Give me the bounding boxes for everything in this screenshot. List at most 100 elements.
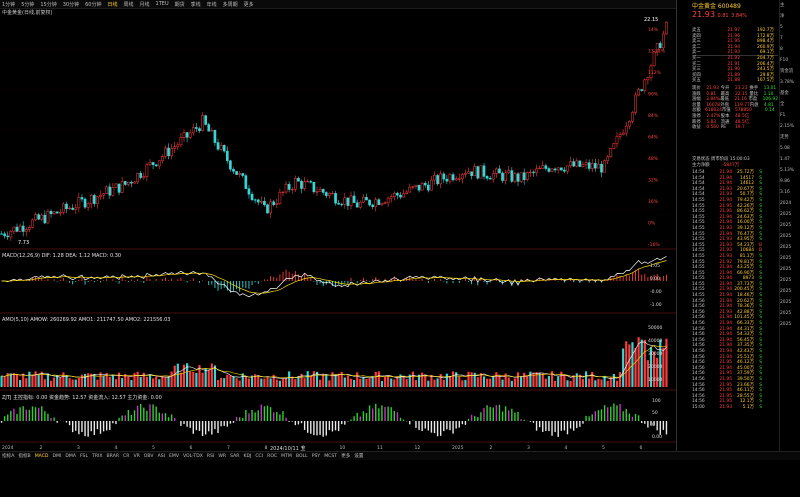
tick-volume: 10684	[740, 248, 754, 254]
candle	[139, 172, 143, 178]
indicator-tab[interactable]: CR	[123, 453, 130, 459]
side-shortcut[interactable]: 5.08	[780, 146, 790, 151]
chart-area[interactable]: 14% 13.21% 112% 90% 84% 64% 48% 32% 16% 0% -16% 1.0…	[0, 9, 676, 452]
amo-bar	[588, 378, 591, 387]
timeframe-tab[interactable]: 期货	[174, 1, 185, 8]
indicator-tab[interactable]: OBV	[143, 453, 154, 459]
side-shortcuts[interactable]: 主净 5 7 8 F10 资金流 3.78% 基金全 F1 2.15% 走势 5.08 1.47 5.13…	[779, 0, 800, 451]
indicator-tab[interactable]: 设置	[354, 454, 364, 459]
side-shortcut[interactable]: 1.47	[780, 157, 790, 162]
timeframe-tab[interactable]: 更多	[243, 1, 254, 8]
indicator-tab[interactable]: MACD	[34, 453, 49, 459]
indicator-tab[interactable]: EMV	[168, 453, 179, 459]
amo-bar	[328, 380, 331, 387]
timeframe-tab[interactable]: 年线	[206, 1, 217, 8]
indicator-tab[interactable]: RSI	[206, 453, 215, 459]
timeframe-tab[interactable]: 季线	[190, 1, 201, 8]
timeframe-tab[interactable]: 1TEU	[155, 1, 169, 7]
indicator-tab[interactable]: TRIX	[92, 453, 103, 459]
indicator-tab[interactable]: 指标B	[18, 454, 31, 459]
timeframe-tab[interactable]: 1分钟	[2, 1, 16, 8]
side-shortcut[interactable]: 8	[780, 47, 783, 52]
indicator-tab[interactable]: ASI	[157, 453, 165, 459]
indicator-tab[interactable]: CCI	[255, 453, 264, 459]
candle	[18, 225, 22, 232]
side-shortcut[interactable]: 7	[780, 36, 783, 41]
order-volume: 192.7万	[757, 28, 774, 33]
side-shortcut[interactable]: 2025	[780, 300, 792, 305]
indicator-tab[interactable]: BRAR	[106, 453, 120, 459]
indicator-tab[interactable]: PSY	[311, 453, 321, 459]
side-shortcut[interactable]: 走势	[780, 135, 789, 140]
indicator-tab[interactable]: 指标A	[2, 454, 15, 459]
side-shortcut[interactable]: 2025	[780, 234, 792, 239]
indicator-tab[interactable]: MCST	[324, 453, 338, 459]
amo-bar	[102, 375, 105, 387]
side-shortcut[interactable]: 2.15%	[780, 124, 794, 129]
candle	[451, 174, 455, 181]
timeframe-tab[interactable]: 周线	[123, 1, 134, 8]
side-shortcut[interactable]: 2025	[780, 267, 792, 272]
side-shortcut[interactable]: F10	[780, 58, 789, 63]
side-shortcut[interactable]: 2025	[780, 289, 792, 294]
timeframe-tab[interactable]: 5分钟	[21, 1, 35, 8]
indicator-tab[interactable]: 更多	[341, 454, 351, 459]
candle	[405, 191, 409, 194]
side-shortcut[interactable]: 2025	[780, 311, 792, 316]
side-shortcut[interactable]: 2025	[780, 245, 792, 250]
indicator-tab[interactable]: VOL-TDX	[183, 453, 203, 459]
indicator-tab[interactable]: ROC	[267, 453, 278, 459]
indicator-tab[interactable]: BOLL	[295, 453, 308, 459]
timeframe-tab[interactable]: 日线	[107, 1, 118, 8]
amo-bar	[331, 372, 334, 387]
indicator-tab[interactable]: DMI	[52, 453, 62, 459]
stat-cell: 21.16	[734, 97, 747, 103]
side-shortcut[interactable]: 5.13%	[780, 168, 794, 173]
kline-chart[interactable]: 14% 13.21% 112% 90% 84% 64% 48% 32% 16% 0% -16% 1.0…	[0, 9, 676, 451]
amo-bar	[312, 371, 315, 387]
indicator-tab[interactable]: WR	[218, 453, 227, 459]
indicator-tab[interactable]: DMA	[65, 453, 76, 459]
tick-price: 21.94	[719, 321, 732, 327]
timeframe-tab[interactable]: 60分钟	[85, 1, 102, 8]
zj-axis-label: 100	[652, 398, 661, 404]
net-flow-row: 主力净额 -5847万	[692, 163, 778, 169]
timeframe-tab[interactable]: 月线	[139, 1, 150, 8]
amo-bar	[637, 337, 640, 387]
candle	[148, 162, 152, 165]
side-shortcut[interactable]: 3.78%	[780, 80, 794, 85]
indicator-tab[interactable]: VR	[133, 453, 140, 459]
side-shortcut[interactable]: 3.16	[780, 190, 790, 195]
side-shortcut[interactable]: 净	[780, 14, 785, 19]
side-shortcut[interactable]: 2024	[780, 201, 792, 206]
tick-volume: 37.73万	[737, 281, 754, 287]
amo-bar	[597, 378, 600, 387]
side-shortcut[interactable]: F1	[780, 113, 786, 118]
side-shortcut[interactable]: 主	[780, 3, 785, 8]
indicator-tab[interactable]: SAR	[230, 453, 240, 459]
candle	[161, 156, 164, 161]
side-shortcut[interactable]: 全	[780, 102, 785, 107]
indicator-tab[interactable]: FSL	[79, 453, 89, 459]
indicator-tab[interactable]: MTM	[281, 453, 292, 459]
tick-list[interactable]: 14:54 21.94 25.72万 S 14:54 21.94 14517 S 14:54 21…	[692, 170, 778, 411]
tick-direction: S	[759, 265, 762, 271]
side-shortcut[interactable]: 2025	[780, 278, 792, 283]
timeframe-tab[interactable]: 15分钟	[40, 1, 57, 8]
indicator-tab[interactable]: KDJ	[243, 453, 252, 459]
side-shortcut[interactable]: 2025	[780, 256, 792, 261]
side-shortcut[interactable]: 9.86	[780, 179, 790, 184]
side-shortcut[interactable]: 5	[780, 25, 783, 30]
side-shortcut[interactable]: 2025	[780, 223, 792, 228]
side-shortcut[interactable]: 2025	[780, 212, 792, 217]
side-shortcut[interactable]: 2025	[780, 322, 792, 327]
amo-bar	[359, 378, 362, 387]
amo-bar	[229, 375, 232, 387]
side-shortcut[interactable]: 资金流	[780, 69, 794, 74]
timeframe-tab[interactable]: 30分钟	[62, 1, 80, 8]
timeframe-tab[interactable]: 多周期	[222, 1, 238, 8]
candle	[306, 181, 310, 183]
candle	[250, 193, 254, 200]
side-shortcut[interactable]: 基金	[780, 91, 789, 96]
tick-volume: 66.33万	[737, 321, 754, 327]
